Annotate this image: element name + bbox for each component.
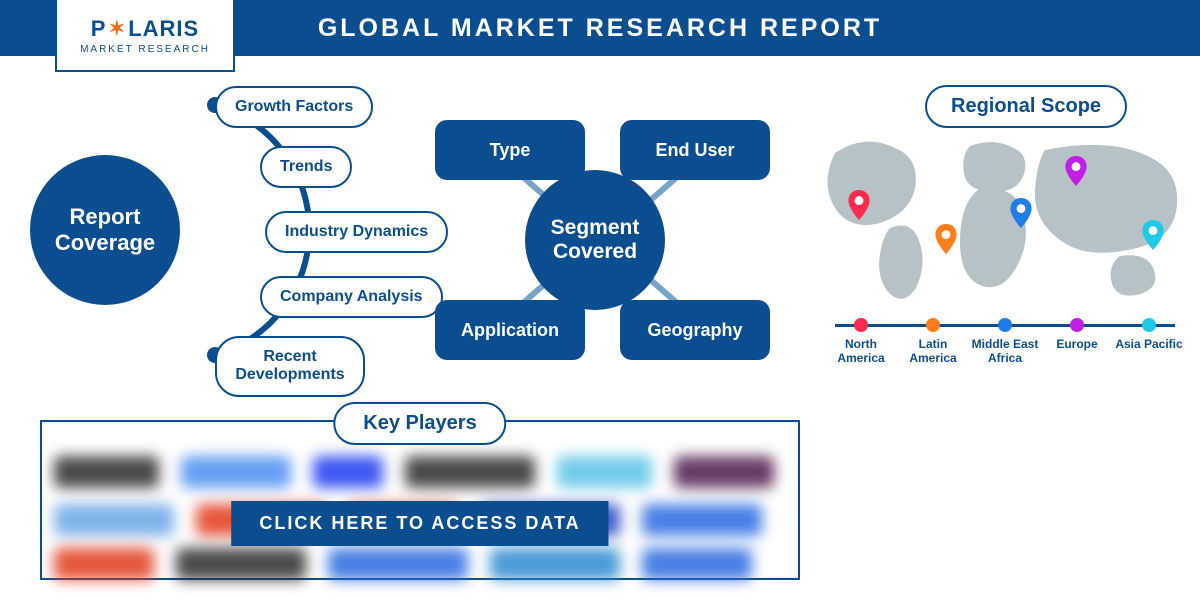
logo-text-pre: P — [91, 16, 107, 42]
blurred-logo — [54, 504, 174, 536]
coverage-center-label: Report Coverage — [42, 204, 168, 256]
key-players-panel: Key Players CLICK HERE TO ACCESS DATA — [40, 420, 800, 580]
legend-dot-icon — [1070, 318, 1084, 332]
coverage-item: Recent Developments — [215, 336, 365, 397]
blurred-logo — [490, 548, 620, 580]
coverage-item: Trends — [260, 146, 352, 188]
map-pin-icon — [1010, 198, 1032, 228]
regional-legend: North AmericaLatin AmericaMiddle East Af… — [825, 318, 1185, 366]
map-pin-icon — [848, 190, 870, 220]
map-pin-icon — [935, 224, 957, 254]
map-pin-icon — [1142, 220, 1164, 250]
access-data-label: CLICK HERE TO ACCESS DATA — [259, 513, 580, 533]
coverage-center: Report Coverage — [30, 155, 180, 305]
blurred-logo — [181, 456, 291, 488]
legend-dot-icon — [926, 318, 940, 332]
map-pin-icon — [1065, 156, 1087, 186]
regional-title-label: Regional Scope — [951, 95, 1101, 117]
legend-dot-icon — [1142, 318, 1156, 332]
blurred-logo — [642, 504, 762, 536]
legend-label: Europe — [1056, 338, 1097, 352]
coverage-item: Growth Factors — [215, 86, 373, 128]
key-players-title-label: Key Players — [363, 412, 476, 434]
logo-text-post: LARIS — [128, 16, 199, 42]
blurred-logo — [674, 456, 774, 488]
logo-name: P ✶ LARIS — [91, 16, 199, 42]
coverage-item: Industry Dynamics — [265, 211, 448, 253]
brand-logo: P ✶ LARIS MARKET RESEARCH — [55, 0, 235, 72]
key-players-row — [54, 542, 786, 586]
legend-dot-icon — [854, 318, 868, 332]
logo-subtitle: MARKET RESEARCH — [80, 44, 210, 55]
blurred-logo — [54, 548, 154, 580]
blurred-logo — [313, 456, 383, 488]
blurred-logo — [328, 548, 468, 580]
header-title: GLOBAL MARKET RESEARCH REPORT — [318, 14, 882, 43]
key-players-title: Key Players — [333, 402, 506, 445]
legend-label: Asia Pacific — [1115, 338, 1182, 352]
legend-dot-icon — [998, 318, 1012, 332]
blurred-logo — [54, 456, 159, 488]
key-players-row — [54, 450, 786, 494]
segment-pill: Application — [435, 300, 585, 360]
segment-pill: End User — [620, 120, 770, 180]
coverage-item: Company Analysis — [260, 276, 443, 318]
access-data-button[interactable]: CLICK HERE TO ACCESS DATA — [231, 501, 608, 546]
blurred-logo — [642, 548, 752, 580]
blurred-logo — [176, 548, 306, 580]
regional-title: Regional Scope — [925, 85, 1127, 128]
star-icon: ✶ — [108, 19, 126, 39]
world-map — [820, 128, 1190, 308]
legend-label: North America — [825, 338, 897, 366]
segment-center-label: Segment Covered — [535, 216, 655, 264]
legend-label: Middle East Africa — [969, 338, 1041, 366]
segment-center: Segment Covered — [525, 170, 665, 310]
blurred-logo — [557, 456, 652, 488]
segment-pill: Geography — [620, 300, 770, 360]
blurred-logo — [405, 456, 535, 488]
segment-pill: Type — [435, 120, 585, 180]
legend-label: Latin America — [897, 338, 969, 366]
